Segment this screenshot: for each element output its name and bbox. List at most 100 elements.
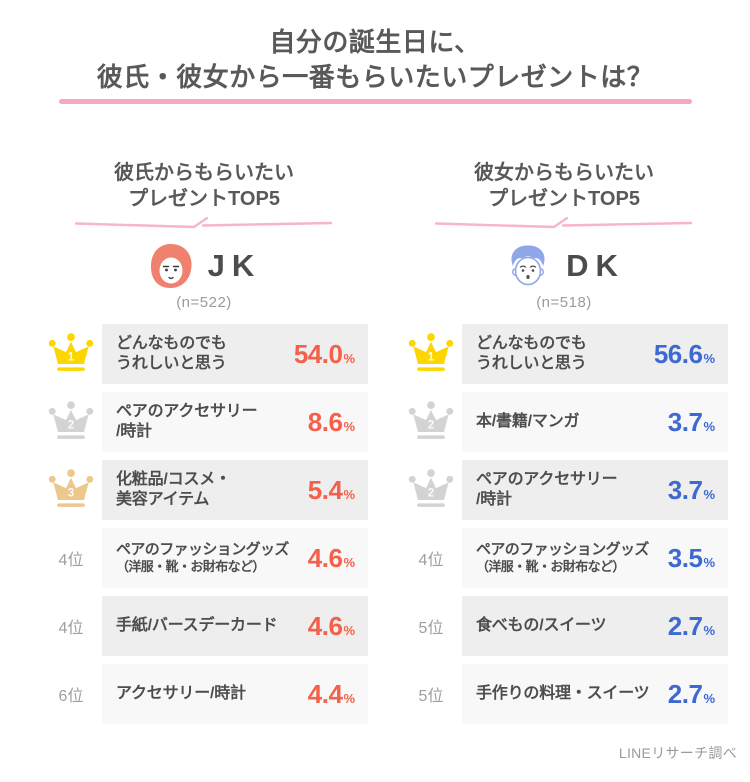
column-header-line-2: プレゼントTOP5 xyxy=(128,188,280,210)
ranking-row-box: 化粧品/コスメ・ 美容アイテム 5.4% xyxy=(102,460,368,520)
crown-rank-number: 1 xyxy=(68,352,75,364)
source-credit: LINEリサーチ調べ xyxy=(618,745,737,761)
title-underline xyxy=(59,99,692,104)
item-label-line: ペアのアクセサリー xyxy=(116,402,258,420)
item-label-line: /時計 xyxy=(116,423,152,440)
boy-face-icon xyxy=(511,245,545,286)
group-label: DK xyxy=(566,248,625,283)
rank-text-cell: 4位 xyxy=(40,596,102,656)
percent-sign: % xyxy=(703,350,715,366)
group-identity: DK xyxy=(400,240,728,292)
title-line-2: 彼氏・彼女から一番もらいたいプレゼントは？ xyxy=(96,61,654,92)
item-label: 手紙/バースデーカード xyxy=(116,616,278,636)
item-label-line: どんなものでも xyxy=(116,334,227,352)
rank-crown-cell: 2 xyxy=(400,460,462,520)
title-line-1: 自分の誕生日に、 xyxy=(269,27,481,57)
group-label: JK xyxy=(207,248,262,283)
ranking-row-box: どんなものでも うれしいと思う 56.6% xyxy=(462,324,728,384)
item-label: どんなものでも うれしいと思う xyxy=(476,334,587,375)
percentage-value: 2.7% xyxy=(668,611,715,642)
item-label-line: 化粧品/コスメ・ xyxy=(116,470,231,488)
ranking-row: 1 どんなものでも うれしいと思う 54.0% xyxy=(40,324,368,384)
rank-position-label: 4位 xyxy=(58,552,84,569)
rank-position-label: 5位 xyxy=(418,688,444,705)
ranking-row-box: アクセサリー/時計 4.4% xyxy=(102,664,368,724)
item-label: どんなものでも うれしいと思う xyxy=(116,334,227,375)
ranking-row: 4位 ペアのファッショングッズ （洋服・靴・お財布など） 3.5% xyxy=(400,528,728,588)
item-label-line: 本/書籍/マンガ xyxy=(476,412,580,430)
column-header: 彼女からもらいたい プレゼントTOP5 xyxy=(400,160,728,212)
column-header: 彼氏からもらいたい プレゼントTOP5 xyxy=(40,160,368,212)
crown-rank-number: 2 xyxy=(428,488,434,500)
percent-number: 2.7 xyxy=(667,678,703,709)
rank-text-cell: 4位 xyxy=(400,528,462,588)
rank-crown-cell: 1 xyxy=(40,324,102,384)
item-label-line: うれしいと思う xyxy=(116,355,227,372)
percent-number: 4.6 xyxy=(307,542,343,573)
ranking-row: 5位 食べもの/スイーツ 2.7% xyxy=(400,596,728,656)
ranking-row: 2 本/書籍/マンガ 3.7% xyxy=(400,392,728,452)
column-boyfriend-gifts: 彼氏からもらいたい プレゼントTOP5 JK (n=522) 1 どんなものでもう… xyxy=(40,160,368,732)
item-label-note: （洋服・靴・お財布など） xyxy=(116,559,265,575)
crown-silver-icon: 2 xyxy=(408,469,454,507)
percent-sign: % xyxy=(343,622,355,638)
percent-number: 3.7 xyxy=(667,406,703,437)
item-label-line: ペアのアクセサリー xyxy=(476,470,618,488)
percent-number: 4.6 xyxy=(307,610,343,641)
percentage-value: 54.0% xyxy=(294,339,355,370)
item-label: 本/書籍/マンガ xyxy=(476,412,579,432)
item-label-note: （洋服・靴・お財布など） xyxy=(476,559,625,575)
percent-sign: % xyxy=(343,554,355,570)
item-label-line: うれしいと思う xyxy=(476,355,587,372)
item-label: 化粧品/コスメ・ 美容アイテム xyxy=(116,470,231,511)
percent-number: 3.5 xyxy=(667,542,703,573)
percentage-value: 4.4% xyxy=(308,679,355,710)
percent-number: 5.4 xyxy=(307,474,343,505)
percent-sign: % xyxy=(703,554,715,570)
ranking-row: 6位 アクセサリー/時計 4.4% xyxy=(40,664,368,724)
item-label-line: 美容アイテム xyxy=(116,491,210,508)
item-label: ペアのファッショングッズ （洋服・靴・お財布など） xyxy=(116,540,289,576)
ranking-row-box: 手紙/バースデーカード 4.6% xyxy=(102,596,368,656)
ranking-row-box: ペアのファッショングッズ （洋服・靴・お財布など） 4.6% xyxy=(102,528,368,588)
item-label-line: 手紙/バースデーカード xyxy=(116,616,278,634)
ranking-row: 2 ペアのアクセサリー/時計 8.6% xyxy=(40,392,368,452)
ranking-row-box: ペアのアクセサリー/時計 8.6% xyxy=(102,392,368,452)
percent-sign: % xyxy=(343,690,355,706)
crown-rank-number: 3 xyxy=(68,488,74,500)
ranking-row-box: 手作りの料理・スイーツ 2.7% xyxy=(462,664,728,724)
percent-number: 8.6 xyxy=(307,406,343,437)
item-label-line: ペアのファッショングッズ xyxy=(476,541,649,559)
crown-rank-number: 2 xyxy=(428,420,434,432)
ranking-row: 4位 ペアのファッショングッズ （洋服・靴・お財布など） 4.6% xyxy=(40,528,368,588)
page-title: 自分の誕生日に、 彼氏・彼女から一番もらいたいプレゼントは？ xyxy=(0,25,750,94)
percent-sign: % xyxy=(343,418,355,434)
ranking-row-box: ペアのファッショングッズ （洋服・靴・お財布など） 3.5% xyxy=(462,528,728,588)
ranking-list: 1 どんなものでも うれしいと思う 54.0% 2 ペアのアクセサリー/時計 8.6% 3 化粧… xyxy=(40,324,368,724)
percent-sign: % xyxy=(343,486,355,502)
item-label-line: 食べもの/スイーツ xyxy=(476,616,607,634)
percentage-value: 3.7% xyxy=(668,407,715,438)
crown-bronze-icon: 3 xyxy=(48,469,94,507)
column-header-line-1: 彼女からもらいたい xyxy=(474,162,654,184)
sample-size: (n=518) xyxy=(536,294,592,311)
column-header-line-1: 彼氏からもらいたい xyxy=(114,162,294,184)
percent-number: 2.7 xyxy=(667,610,703,641)
rank-crown-cell: 1 xyxy=(400,324,462,384)
percentage-value: 4.6% xyxy=(308,611,355,642)
ranking-row-box: どんなものでも うれしいと思う 54.0% xyxy=(102,324,368,384)
rank-position-label: 4位 xyxy=(58,620,84,637)
crown-gold-icon: 1 xyxy=(408,333,454,371)
item-label: ペアのアクセサリー/時計 xyxy=(116,402,258,443)
item-label: 食べもの/スイーツ xyxy=(476,616,607,636)
percent-sign: % xyxy=(703,418,715,434)
percent-number: 4.4 xyxy=(307,678,343,709)
column-girlfriend-gifts: 彼女からもらいたい プレゼントTOP5 DK (n=518) 1 どんなものでもう… xyxy=(400,160,728,732)
rank-crown-cell: 3 xyxy=(40,460,102,520)
crown-silver-icon: 2 xyxy=(48,401,94,439)
rank-crown-cell: 2 xyxy=(400,392,462,452)
percentage-value: 8.6% xyxy=(308,407,355,438)
percentage-value: 4.6% xyxy=(308,543,355,574)
ranking-row: 5位 手作りの料理・スイーツ 2.7% xyxy=(400,664,728,724)
